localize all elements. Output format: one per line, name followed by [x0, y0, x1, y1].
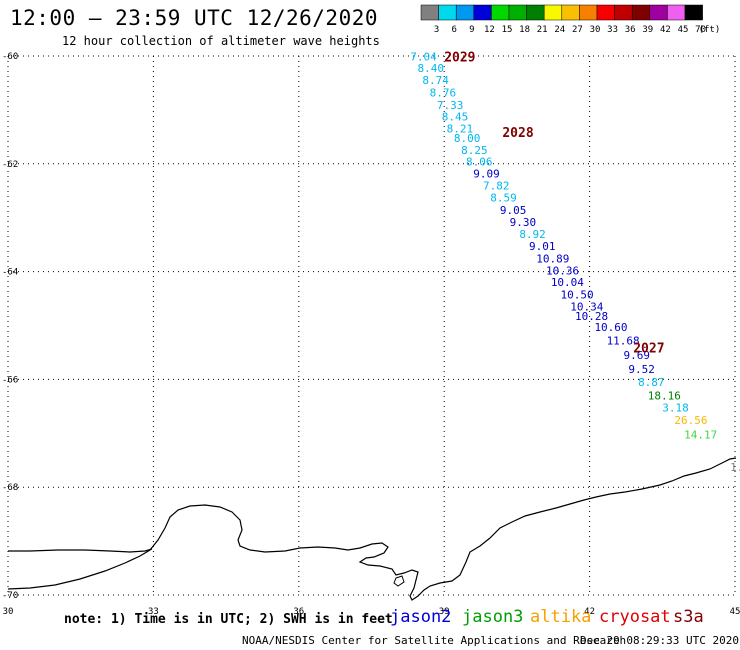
lon-tick-label: 30 — [3, 607, 14, 617]
lat-tick-label: -60 — [2, 52, 18, 62]
legend-altika: altika — [530, 607, 592, 627]
lat-tick-label: -68 — [2, 483, 18, 493]
legend-cryosat: cryosat — [599, 607, 671, 627]
lon-tick-label: 33 — [148, 607, 159, 617]
scale-swatch — [438, 4, 457, 21]
pass-number-label: 2029 — [444, 50, 475, 65]
wave-height-value: 10.28 — [575, 310, 608, 323]
timestamp: Dec 29 08:29:33 UTC 2020 — [580, 634, 739, 647]
pass-number-label: 2027 — [633, 341, 664, 356]
wave-height-value: 8.74 — [422, 74, 449, 87]
lat-tick-label: -70 — [2, 591, 18, 601]
wave-height-value: 14.17 — [684, 429, 717, 442]
lon-tick-label: 36 — [293, 607, 304, 617]
scale-label: 36 — [625, 25, 636, 35]
lon-tick-label: 42 — [584, 607, 595, 617]
wave-height-value: 26.56 — [674, 414, 707, 427]
scale-label: 27 — [572, 25, 583, 35]
scale-swatch — [420, 4, 439, 21]
scale-label: 3 — [434, 25, 439, 35]
wave-height-value: 10.89 — [536, 252, 569, 265]
scale-swatch — [561, 4, 580, 21]
wave-height-value: 7.04 — [410, 50, 437, 63]
wave-height-value: 8.59 — [490, 192, 517, 205]
scale-label: 30 — [590, 25, 601, 35]
wave-height-value: 8.45 — [442, 111, 469, 124]
scale-label: 33 — [607, 25, 618, 35]
scale-swatch — [526, 4, 545, 21]
scale-swatch — [596, 4, 615, 21]
scale-label: 21 — [537, 25, 548, 35]
scale-swatch — [508, 4, 527, 21]
wave-height-value: 8.00 — [454, 132, 481, 145]
coastline-island-small — [393, 575, 405, 587]
scale-label: 6 — [451, 25, 456, 35]
wave-height-value: 9.05 — [500, 204, 526, 217]
scale-swatch — [631, 4, 651, 21]
pass-number-label: 2028 — [502, 126, 533, 141]
wave-height-value: 9.30 — [510, 216, 537, 229]
scale-label: 39 — [642, 25, 653, 35]
scale-label: 24 — [554, 25, 565, 35]
coastline-island — [8, 548, 153, 553]
map-grid: 30 33 36 39 42 45 -60 -62 -64 -66 -68 -70 — [2, 52, 740, 617]
legend-s3a: s3a — [673, 607, 704, 627]
wave-height-value: 9.52 — [628, 363, 655, 376]
scale-swatch — [543, 4, 563, 21]
legend-jason2: jason2 — [390, 607, 452, 627]
scale-label: 9 — [469, 25, 474, 35]
lat-tick-label: -64 — [2, 268, 18, 278]
wave-height-value: 10.50 — [561, 289, 594, 302]
wave-height-value: 8.06 — [466, 155, 493, 168]
wave-height-value: 10.04 — [551, 276, 584, 289]
scale-label: 15 — [502, 25, 513, 35]
wave-height-value: 9.69 — [624, 349, 651, 362]
wave-height-value: 1.6 — [730, 461, 740, 474]
wave-height-value: 8.25 — [461, 144, 488, 157]
wave-height-value: 9.09 — [473, 167, 500, 180]
wave-height-value: 11.68 — [607, 334, 640, 347]
scale-label: 45 — [678, 25, 689, 35]
wave-height-value: 10.60 — [594, 321, 627, 334]
wave-height-value: 8.92 — [519, 228, 546, 241]
scale-swatch — [579, 4, 598, 21]
lon-tick-label: 45 — [730, 607, 740, 617]
lat-tick-label: -66 — [2, 375, 18, 385]
scale-label: 18 — [519, 25, 530, 35]
scale-swatch — [649, 4, 668, 21]
lon-tick-label: 39 — [439, 607, 450, 617]
scale-label: 42 — [660, 25, 671, 35]
wave-height-value: 10.34 — [570, 300, 603, 313]
page-subtitle: 12 hour collection of altimeter wave hei… — [62, 34, 380, 48]
legend-jason3: jason3 — [462, 607, 524, 627]
scale-swatch — [614, 4, 633, 21]
wave-height-value: 18.16 — [648, 389, 681, 402]
wave-height-value: 8.87 — [638, 376, 665, 389]
wave-height-value: 10.36 — [546, 264, 579, 277]
observations: 7.048.408.748.767.338.458.218.008.258.06… — [410, 50, 740, 474]
scale-swatch — [491, 4, 510, 21]
scale-label: 70 — [695, 25, 706, 35]
coastline — [7, 457, 737, 601]
wave-height-value: 8.76 — [430, 86, 457, 99]
color-scale: 3 6 9 12 15 18 21 24 27 30 33 36 39 42 45 70(ft) — [420, 4, 721, 35]
scale-swatch — [455, 4, 475, 21]
wave-height-value: 9.01 — [529, 240, 556, 253]
wave-height-value: 3.18 — [662, 402, 689, 415]
units-note: note: 1) Time is in UTC; 2) SWH is in fe… — [64, 612, 393, 627]
scale-label: 12 — [484, 25, 495, 35]
scale-swatch — [473, 4, 492, 21]
scale-swatch — [667, 4, 686, 21]
lat-tick-label: -62 — [2, 160, 18, 170]
page-title: 12:00 – 23:59 UTC 12/26/2020 — [10, 6, 379, 30]
wave-height-value: 7.33 — [437, 99, 464, 112]
credit-text: NOAA/NESDIS Center for Satellite Applica… — [242, 634, 627, 647]
scale-swatch — [684, 4, 703, 21]
scale-unit: (ft) — [699, 25, 721, 35]
wave-height-value: 8.40 — [418, 62, 445, 75]
wave-height-value: 7.82 — [483, 180, 510, 193]
pass-labels: 2029 2028 2027 — [444, 50, 664, 356]
wave-height-value: 8.21 — [447, 123, 474, 136]
